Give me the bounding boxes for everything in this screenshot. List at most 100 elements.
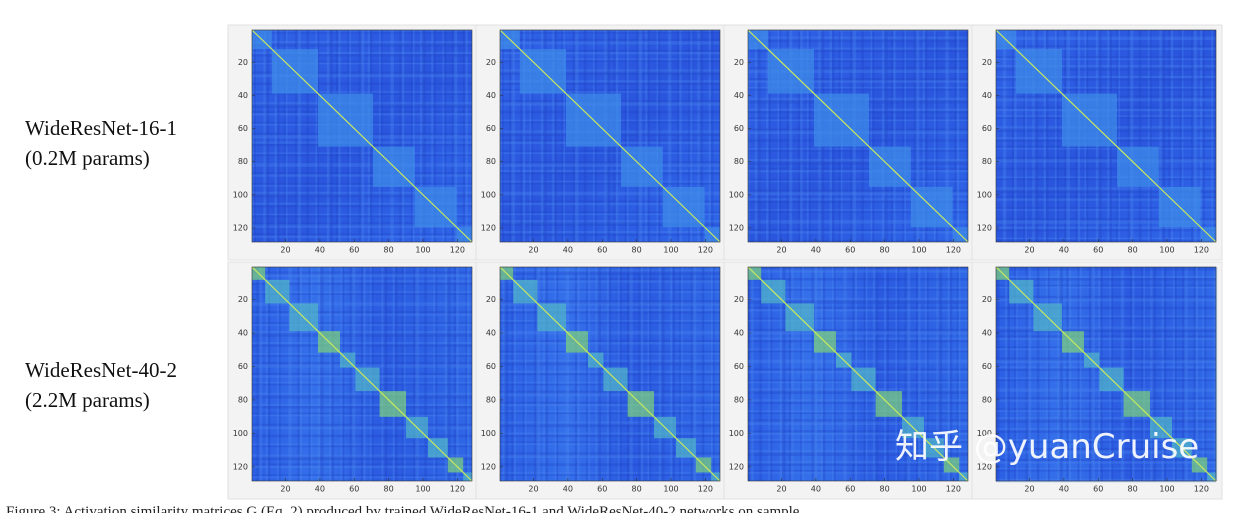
y-tick-label: 80 [734, 395, 744, 404]
texture [872, 30, 875, 242]
texture [252, 324, 472, 326]
texture [748, 469, 968, 472]
texture [748, 180, 968, 183]
texture [500, 163, 720, 167]
texture [996, 478, 1216, 483]
row-label: (0.2M params) [25, 146, 150, 170]
texture [884, 30, 888, 242]
texture [1057, 30, 1059, 242]
texture [748, 421, 968, 425]
texture [690, 30, 693, 242]
texture [252, 423, 472, 428]
texture [252, 60, 472, 63]
texture [996, 399, 1216, 402]
texture [996, 228, 1216, 232]
texture [748, 278, 968, 281]
texture [782, 267, 786, 481]
texture [500, 403, 720, 407]
texture [252, 40, 472, 45]
texture [1213, 267, 1218, 481]
texture [786, 30, 791, 242]
texture [252, 342, 472, 345]
texture [748, 231, 968, 234]
texture [351, 267, 356, 481]
x-tick-label: 80 [880, 246, 890, 255]
texture [1200, 30, 1203, 242]
texture [1129, 267, 1133, 481]
texture [748, 452, 968, 456]
texture [1043, 30, 1047, 242]
texture [679, 267, 681, 481]
x-tick-label: 40 [811, 485, 821, 494]
texture [252, 185, 472, 187]
x-tick-label: 100 [415, 246, 430, 255]
x-tick-label: 80 [384, 485, 394, 494]
texture [748, 47, 968, 50]
texture [577, 267, 580, 481]
texture [543, 30, 547, 242]
texture [770, 267, 773, 481]
texture [500, 58, 720, 60]
texture [410, 30, 413, 242]
texture [500, 359, 720, 364]
y-tick-label: 40 [982, 329, 992, 338]
texture [1168, 30, 1171, 242]
y-tick-label: 60 [486, 362, 496, 371]
texture [748, 161, 968, 165]
texture [748, 337, 968, 341]
texture [699, 30, 704, 242]
texture [672, 267, 675, 481]
texture [996, 156, 1216, 161]
texture [1204, 267, 1207, 481]
texture [936, 267, 940, 481]
texture [996, 297, 1216, 302]
texture [748, 410, 968, 412]
texture [748, 169, 968, 173]
y-tick-label: 60 [486, 124, 496, 133]
texture [500, 350, 720, 353]
texture [996, 295, 1216, 300]
texture [748, 297, 968, 302]
texture [822, 267, 826, 481]
texture [442, 30, 445, 242]
texture [252, 330, 472, 335]
y-tick-label: 120 [233, 223, 248, 232]
texture [996, 348, 1216, 351]
texture [500, 200, 720, 203]
texture [676, 30, 680, 242]
texture [317, 267, 322, 481]
texture [500, 401, 720, 405]
x-tick-label: 20 [528, 485, 538, 494]
texture [252, 273, 472, 278]
texture [638, 267, 641, 481]
x-tick-label: 80 [632, 485, 642, 494]
texture [252, 454, 472, 459]
y-tick-label: 120 [729, 462, 744, 471]
texture [996, 419, 1216, 423]
texture [500, 152, 720, 154]
x-tick-label: 20 [280, 246, 290, 255]
texture [748, 191, 968, 196]
y-tick-label: 80 [982, 395, 992, 404]
texture [252, 82, 472, 85]
texture [563, 30, 566, 242]
texture [252, 425, 472, 430]
texture [500, 472, 720, 474]
x-tick-label: 100 [663, 246, 678, 255]
x-tick-label: 100 [1159, 485, 1174, 494]
texture [996, 78, 1216, 81]
texture [748, 472, 968, 474]
x-tick-label: 100 [911, 246, 926, 255]
texture [1054, 30, 1057, 242]
texture [893, 30, 896, 242]
texture [748, 67, 968, 71]
y-tick-label: 60 [982, 124, 992, 133]
texture [996, 357, 1216, 361]
texture [500, 40, 720, 45]
y-tick-label: 60 [238, 362, 248, 371]
row-label: WideResNet-40-2 [25, 358, 177, 382]
texture [748, 359, 968, 364]
texture [996, 67, 1216, 71]
texture [996, 428, 1216, 431]
x-tick-label: 120 [1194, 485, 1209, 494]
